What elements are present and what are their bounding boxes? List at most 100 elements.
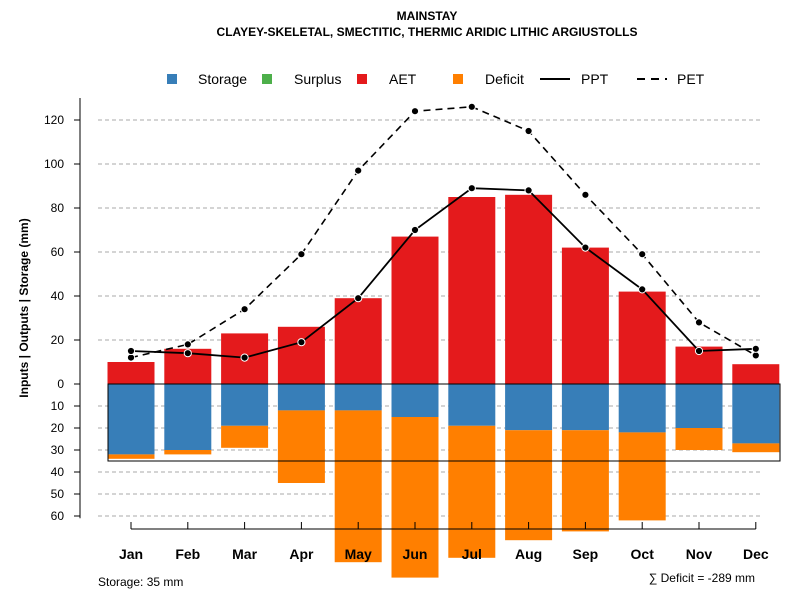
ppt-point: [581, 243, 590, 252]
ppt-point: [751, 344, 760, 353]
ppt-point: [524, 186, 533, 195]
y-tick-label: 20: [51, 333, 65, 347]
storage-bar: [221, 384, 269, 426]
x-tick-label: Aug: [515, 546, 542, 562]
y-tick-label: 60: [51, 245, 65, 259]
deficit-bar: [107, 454, 155, 459]
y-axis-label: Inputs | Outputs | Storage (mm): [17, 218, 31, 397]
pet-point: [524, 126, 533, 136]
axes: 0 20 40 60 80 100 120 10 20 30 40 50 60 Jan Feb Mar Apr M…: [44, 98, 769, 562]
pet-point: [467, 102, 476, 111]
aet-bar: [391, 236, 439, 384]
x-tick-label: Oct: [631, 546, 655, 562]
ppt-point: [467, 184, 476, 193]
aet-bar: [732, 364, 780, 384]
y-tick-label: 30: [51, 443, 65, 457]
pet-point: [354, 166, 363, 175]
storage-bar: [164, 384, 212, 450]
x-tick-label: Feb: [175, 546, 200, 562]
ppt-point: [694, 346, 704, 356]
deficit-bar: [618, 432, 666, 521]
legend-label: AET: [389, 71, 417, 87]
storage-bar: [448, 384, 496, 426]
aet-bar: [448, 197, 496, 384]
ppt-point: [297, 338, 306, 347]
y-tick-label: 80: [51, 201, 65, 215]
storage-bar: [561, 384, 609, 431]
y-tick-label: 40: [51, 289, 65, 303]
legend-swatch: [453, 74, 463, 84]
y-tick-label: 10: [51, 399, 65, 413]
storage-bar: [334, 384, 382, 411]
deficit-bar: [561, 430, 609, 532]
ppt-point: [410, 225, 420, 235]
ppt-point: [183, 349, 192, 358]
legend: Storage Surplus AET Deficit PPT PET: [167, 71, 705, 87]
storage-bar: [675, 384, 723, 428]
x-tick-label: Jul: [462, 546, 482, 562]
storage-capacity-box: [107, 383, 781, 462]
legend-label: Storage: [198, 71, 247, 87]
y-tick-label: 50: [51, 487, 65, 501]
ppt-point: [126, 346, 136, 356]
x-tick-label: Jan: [119, 546, 143, 562]
x-tick-label: Sep: [573, 546, 599, 562]
pet-point: [638, 250, 647, 259]
storage-bar: [391, 384, 439, 417]
legend-swatch: [262, 74, 272, 84]
deficit-bar: [505, 430, 553, 541]
aet-bar: [618, 291, 666, 384]
x-tick-label: Mar: [232, 546, 257, 562]
pet-point: [410, 107, 420, 116]
storage-bar: [107, 384, 155, 455]
storage-bar: [277, 384, 325, 411]
deficit-bar: [164, 450, 212, 455]
aet-bar: [505, 194, 553, 384]
pet-point: [240, 305, 249, 314]
y-tick-label: 120: [44, 113, 64, 127]
deficit-bar: [277, 410, 325, 483]
legend-label: PET: [677, 71, 705, 87]
storage-bar: [618, 384, 666, 433]
x-tick-label: May: [345, 546, 372, 562]
ppt-point: [638, 285, 647, 294]
storage-note: Storage: 35 mm: [98, 575, 183, 589]
series-lines: [126, 102, 760, 362]
deficit-bar: [675, 428, 723, 450]
x-tick-label: Dec: [743, 546, 769, 562]
deficit-bar: [334, 410, 382, 563]
pet-point: [297, 250, 306, 259]
ppt-point: [354, 294, 363, 303]
x-tick-label: Jun: [403, 546, 428, 562]
pet-point: [183, 340, 192, 349]
pet-point: [694, 318, 704, 327]
aet-bar: [561, 247, 609, 384]
deficit-bar: [221, 425, 269, 448]
bars: [107, 194, 781, 578]
y-tick-label: 20: [51, 421, 65, 435]
y-tick-label: 0: [57, 377, 64, 391]
deficit-bar: [391, 417, 439, 578]
legend-label: Deficit: [485, 71, 524, 87]
legend-swatch: [357, 74, 367, 84]
aet-bar: [277, 326, 325, 384]
pet-point: [581, 190, 590, 199]
x-tick-label: Apr: [289, 546, 314, 562]
legend-label: Surplus: [294, 71, 341, 87]
x-tick-label: Nov: [686, 546, 713, 562]
aet-bar: [107, 362, 155, 384]
y-tick-label: 60: [51, 509, 65, 523]
chart-subtitle: CLAYEY-SKELETAL, SMECTITIC, THERMIC ARID…: [217, 25, 638, 39]
deficit-bar: [732, 443, 780, 453]
deficit-bar: [448, 425, 496, 558]
pet-line: [130, 105, 757, 359]
aet-bar: [334, 298, 382, 384]
legend-label: PPT: [581, 71, 609, 87]
y-tick-label: 100: [44, 157, 64, 171]
chart-title: MAINSTAY: [397, 9, 458, 23]
y-tick-label: 40: [51, 465, 65, 479]
ppt-line: [130, 187, 756, 359]
ppt-point: [240, 353, 249, 362]
